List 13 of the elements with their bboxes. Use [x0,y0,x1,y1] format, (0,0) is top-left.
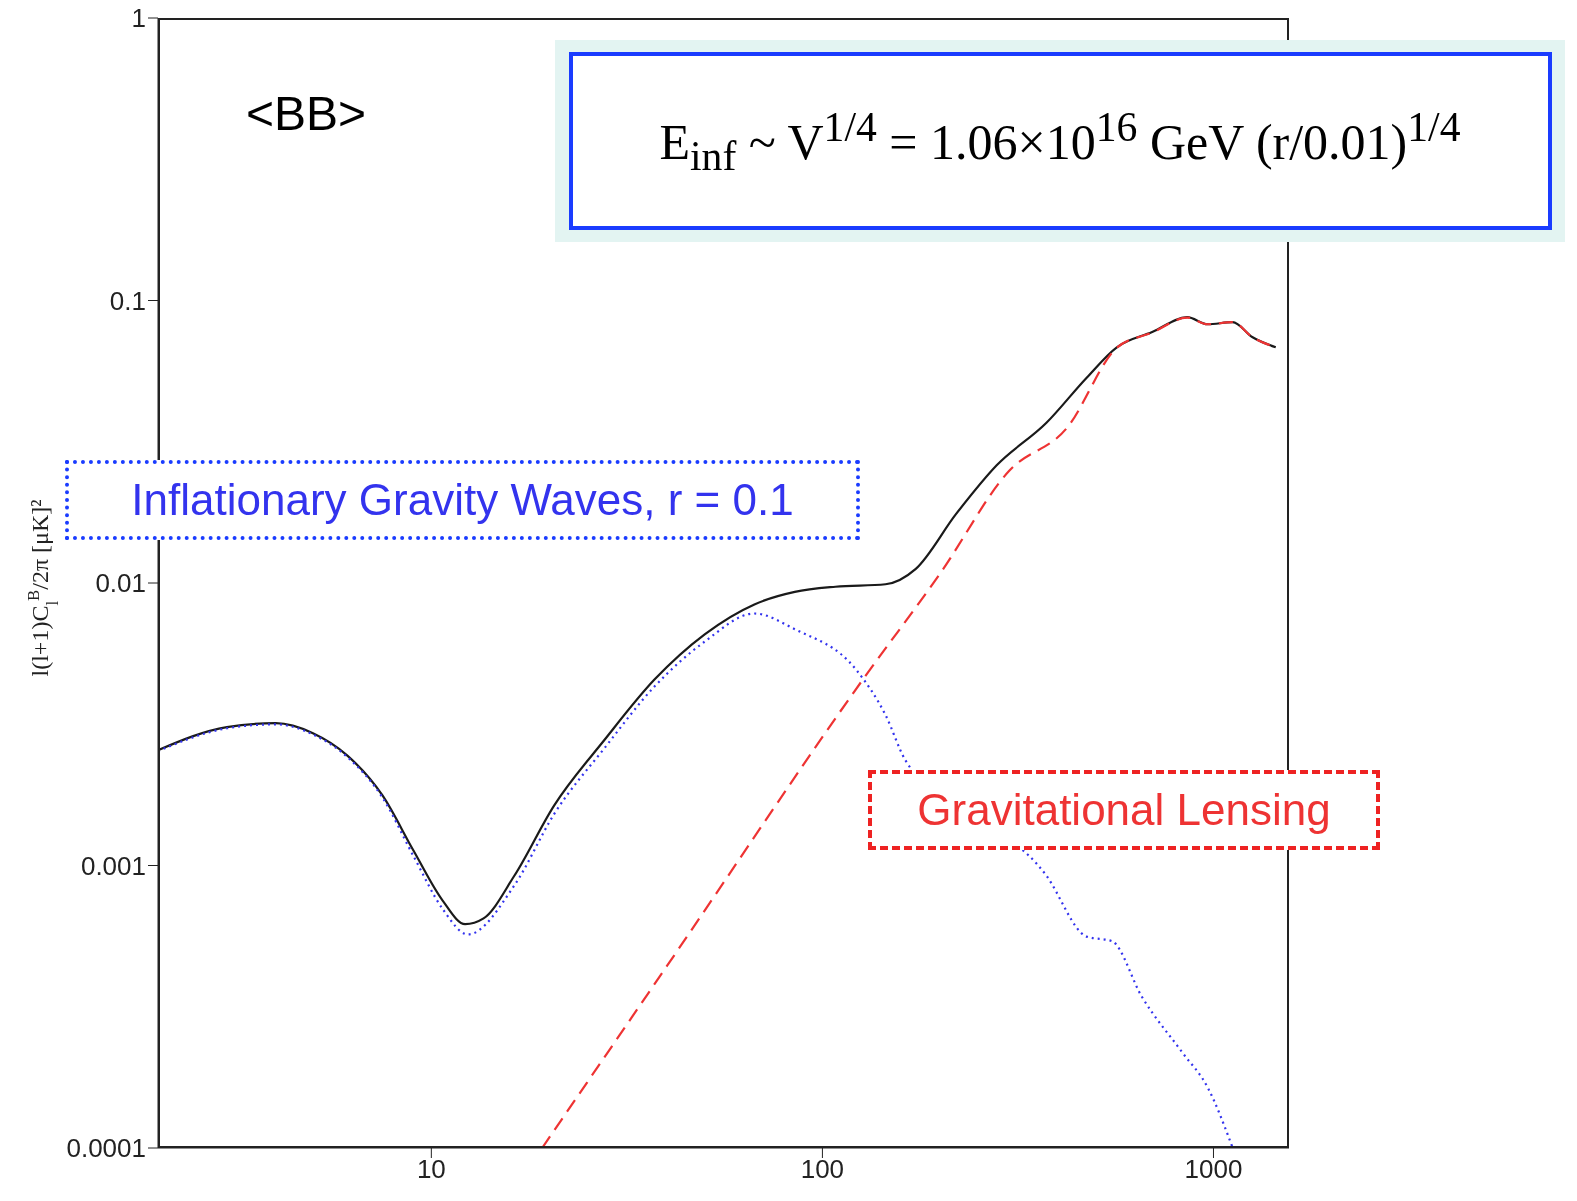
text: Inflationary Gravity Waves, r = 0.1 [65,460,860,540]
y-tick-label: 1 [131,3,146,34]
annotation: <BB> [246,86,367,141]
text: Gravitational Lensing [868,770,1380,850]
y-tick-label: 0.01 [95,568,146,599]
annotation: E$_{inf}$ ~ V$^{1/4}$ = 1.06×10$^{16}$ GeV (r/0.01)$^{1/4}$ [659,102,1461,180]
x-tick-label: 1000 [1184,1154,1243,1185]
x-tick-label: 100 [800,1154,845,1185]
y-tick-label: 0.001 [80,850,146,881]
formula-box: E$_{inf}$ ~ V$^{1/4}$ = 1.06×10$^{16}$ GeV (r/0.01)$^{1/4}$ [568,52,1552,230]
y-tick-label: 0.1 [109,285,146,316]
x-tick-label: 10 [416,1154,446,1185]
y-tick-label: 0.0001 [66,1133,146,1164]
